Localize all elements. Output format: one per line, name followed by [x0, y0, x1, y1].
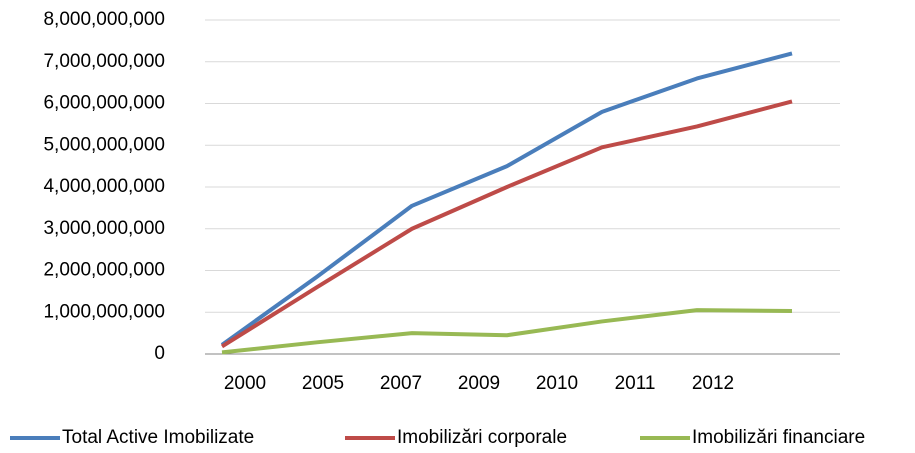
x-tick-label: 2000 — [224, 373, 266, 394]
x-tick-label: 2011 — [615, 373, 656, 394]
series-line — [220, 51, 793, 347]
y-tick-label: 1,000,000,000 — [43, 301, 165, 322]
series-line — [220, 99, 793, 349]
x-tick-label: 2012 — [692, 373, 734, 394]
y-tick-label: 6,000,000,000 — [43, 93, 165, 114]
y-tick-label: 3,000,000,000 — [43, 218, 165, 239]
x-tick-label: 2007 — [380, 373, 422, 394]
legend-label: Imobilizări financiare — [692, 427, 865, 448]
y-tick-label: 8,000,000,000 — [43, 9, 165, 30]
y-tick-label: 7,000,000,000 — [43, 51, 165, 72]
legend-label: Imobilizări corporale — [397, 427, 567, 448]
y-tick-label: 5,000,000,000 — [43, 134, 165, 155]
y-tick-label: 4,000,000,000 — [43, 176, 165, 197]
x-tick-label: 2009 — [458, 373, 500, 394]
y-tick-label: 0 — [154, 343, 165, 364]
series-line — [221, 308, 793, 355]
x-tick-label: 2005 — [302, 373, 344, 394]
x-tick-label: 2010 — [536, 373, 578, 394]
y-tick-label: 2,000,000,000 — [43, 260, 165, 281]
legend-label: Total Active Imobilizate — [62, 427, 254, 448]
